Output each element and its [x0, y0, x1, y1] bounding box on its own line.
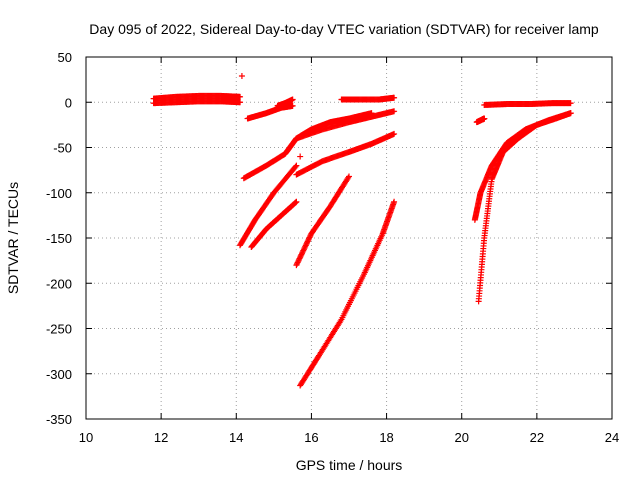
- y-tick-label: -300: [46, 367, 72, 382]
- data-point-marker: [289, 102, 296, 109]
- series-arc-13: [293, 173, 352, 269]
- y-tick-label: -200: [46, 276, 72, 291]
- x-tick-label: 14: [229, 430, 243, 445]
- data-point-marker: [300, 247, 307, 254]
- series-arc-02: [150, 98, 244, 107]
- data-point-marker: [391, 94, 398, 101]
- series-arc-16: [481, 100, 574, 108]
- x-tick-label: 22: [530, 430, 544, 445]
- data-point-marker: [295, 256, 302, 263]
- series-arc-06: [338, 94, 398, 103]
- data-point-marker: [300, 246, 307, 253]
- series-arc-08: [293, 108, 398, 142]
- data-point-marker: [346, 173, 352, 180]
- data-point-marker: [289, 96, 296, 103]
- y-tick-label: -150: [46, 231, 72, 246]
- data-point-marker: [305, 237, 312, 244]
- series-arc-12: [297, 153, 304, 160]
- x-tick-label: 18: [379, 430, 393, 445]
- series-arc-01: [150, 92, 244, 102]
- data-point-marker: [293, 198, 300, 205]
- series-arc-17: [475, 110, 574, 305]
- x-tick-label: 20: [454, 430, 468, 445]
- y-tick-label: -50: [53, 141, 72, 156]
- data-point-marker: [391, 108, 398, 115]
- data-point-marker: [304, 239, 311, 246]
- x-axis-ticks: 10 12 14 16 18 20 22 24: [79, 57, 619, 445]
- y-tick-label: -100: [46, 186, 72, 201]
- data-point-marker: [293, 162, 300, 169]
- data-point-marker: [299, 248, 306, 255]
- y-tick-label: 50: [58, 50, 72, 65]
- data-point-marker: [391, 198, 398, 205]
- x-axis-label: GPS time / hours: [296, 457, 403, 473]
- series-arc-07: [240, 110, 375, 182]
- x-tick-label: 12: [154, 430, 168, 445]
- plot-frame: [85, 56, 613, 420]
- series-arc-05: [274, 96, 296, 109]
- data-point-marker: [567, 110, 574, 117]
- data-point-marker: [294, 260, 301, 267]
- x-tick-label: 16: [304, 430, 318, 445]
- data-point-marker: [302, 243, 309, 250]
- data-point-marker: [295, 258, 302, 265]
- data-point-marker: [294, 259, 301, 266]
- data-point-marker: [238, 73, 245, 80]
- data-point-marker: [306, 234, 313, 241]
- data-point-marker: [305, 235, 312, 242]
- series-arc-03: [238, 73, 245, 80]
- data-point-marker: [237, 99, 244, 106]
- data-point-marker: [303, 241, 310, 248]
- y-axis-label: SDTVAR / TECUs: [5, 182, 21, 294]
- y-axis-ticks: 50 0 -50 -100 -150 -200 -250 -300 -350: [46, 50, 612, 427]
- data-point-marker: [299, 250, 306, 257]
- y-tick-label: -250: [46, 322, 72, 337]
- series-arc-11: [248, 198, 300, 251]
- data-point-marker: [297, 254, 304, 261]
- data-point-marker: [237, 93, 244, 100]
- data-point-marker: [292, 163, 299, 170]
- data-point-marker: [301, 244, 308, 251]
- series-arc-15: [473, 115, 488, 126]
- series-arc-14: [297, 198, 398, 389]
- data-point-marker: [297, 153, 304, 160]
- data-series: [150, 73, 574, 389]
- y-tick-label: -350: [46, 412, 72, 427]
- y-tick-label: 0: [65, 95, 72, 110]
- grid-lines: [86, 57, 612, 419]
- x-tick-label: 10: [79, 430, 93, 445]
- data-point-marker: [293, 262, 300, 269]
- data-point-marker: [481, 115, 488, 122]
- data-point-marker: [307, 233, 314, 240]
- x-tick-label: 24: [605, 430, 619, 445]
- data-point-marker: [297, 252, 304, 259]
- series-arc-04: [244, 102, 296, 122]
- series-arc-18: [471, 110, 574, 223]
- data-point-marker: [391, 130, 398, 137]
- data-point-marker: [345, 174, 352, 181]
- data-point-marker: [296, 255, 303, 262]
- chart-title: Day 095 of 2022, Sidereal Day-to-day VTE…: [89, 21, 599, 37]
- data-point-marker: [304, 238, 311, 245]
- data-point-marker: [298, 251, 305, 258]
- series-arc-10: [237, 162, 300, 249]
- data-point-marker: [567, 100, 574, 107]
- data-point-marker: [302, 242, 309, 249]
- series-arc-09: [293, 130, 398, 178]
